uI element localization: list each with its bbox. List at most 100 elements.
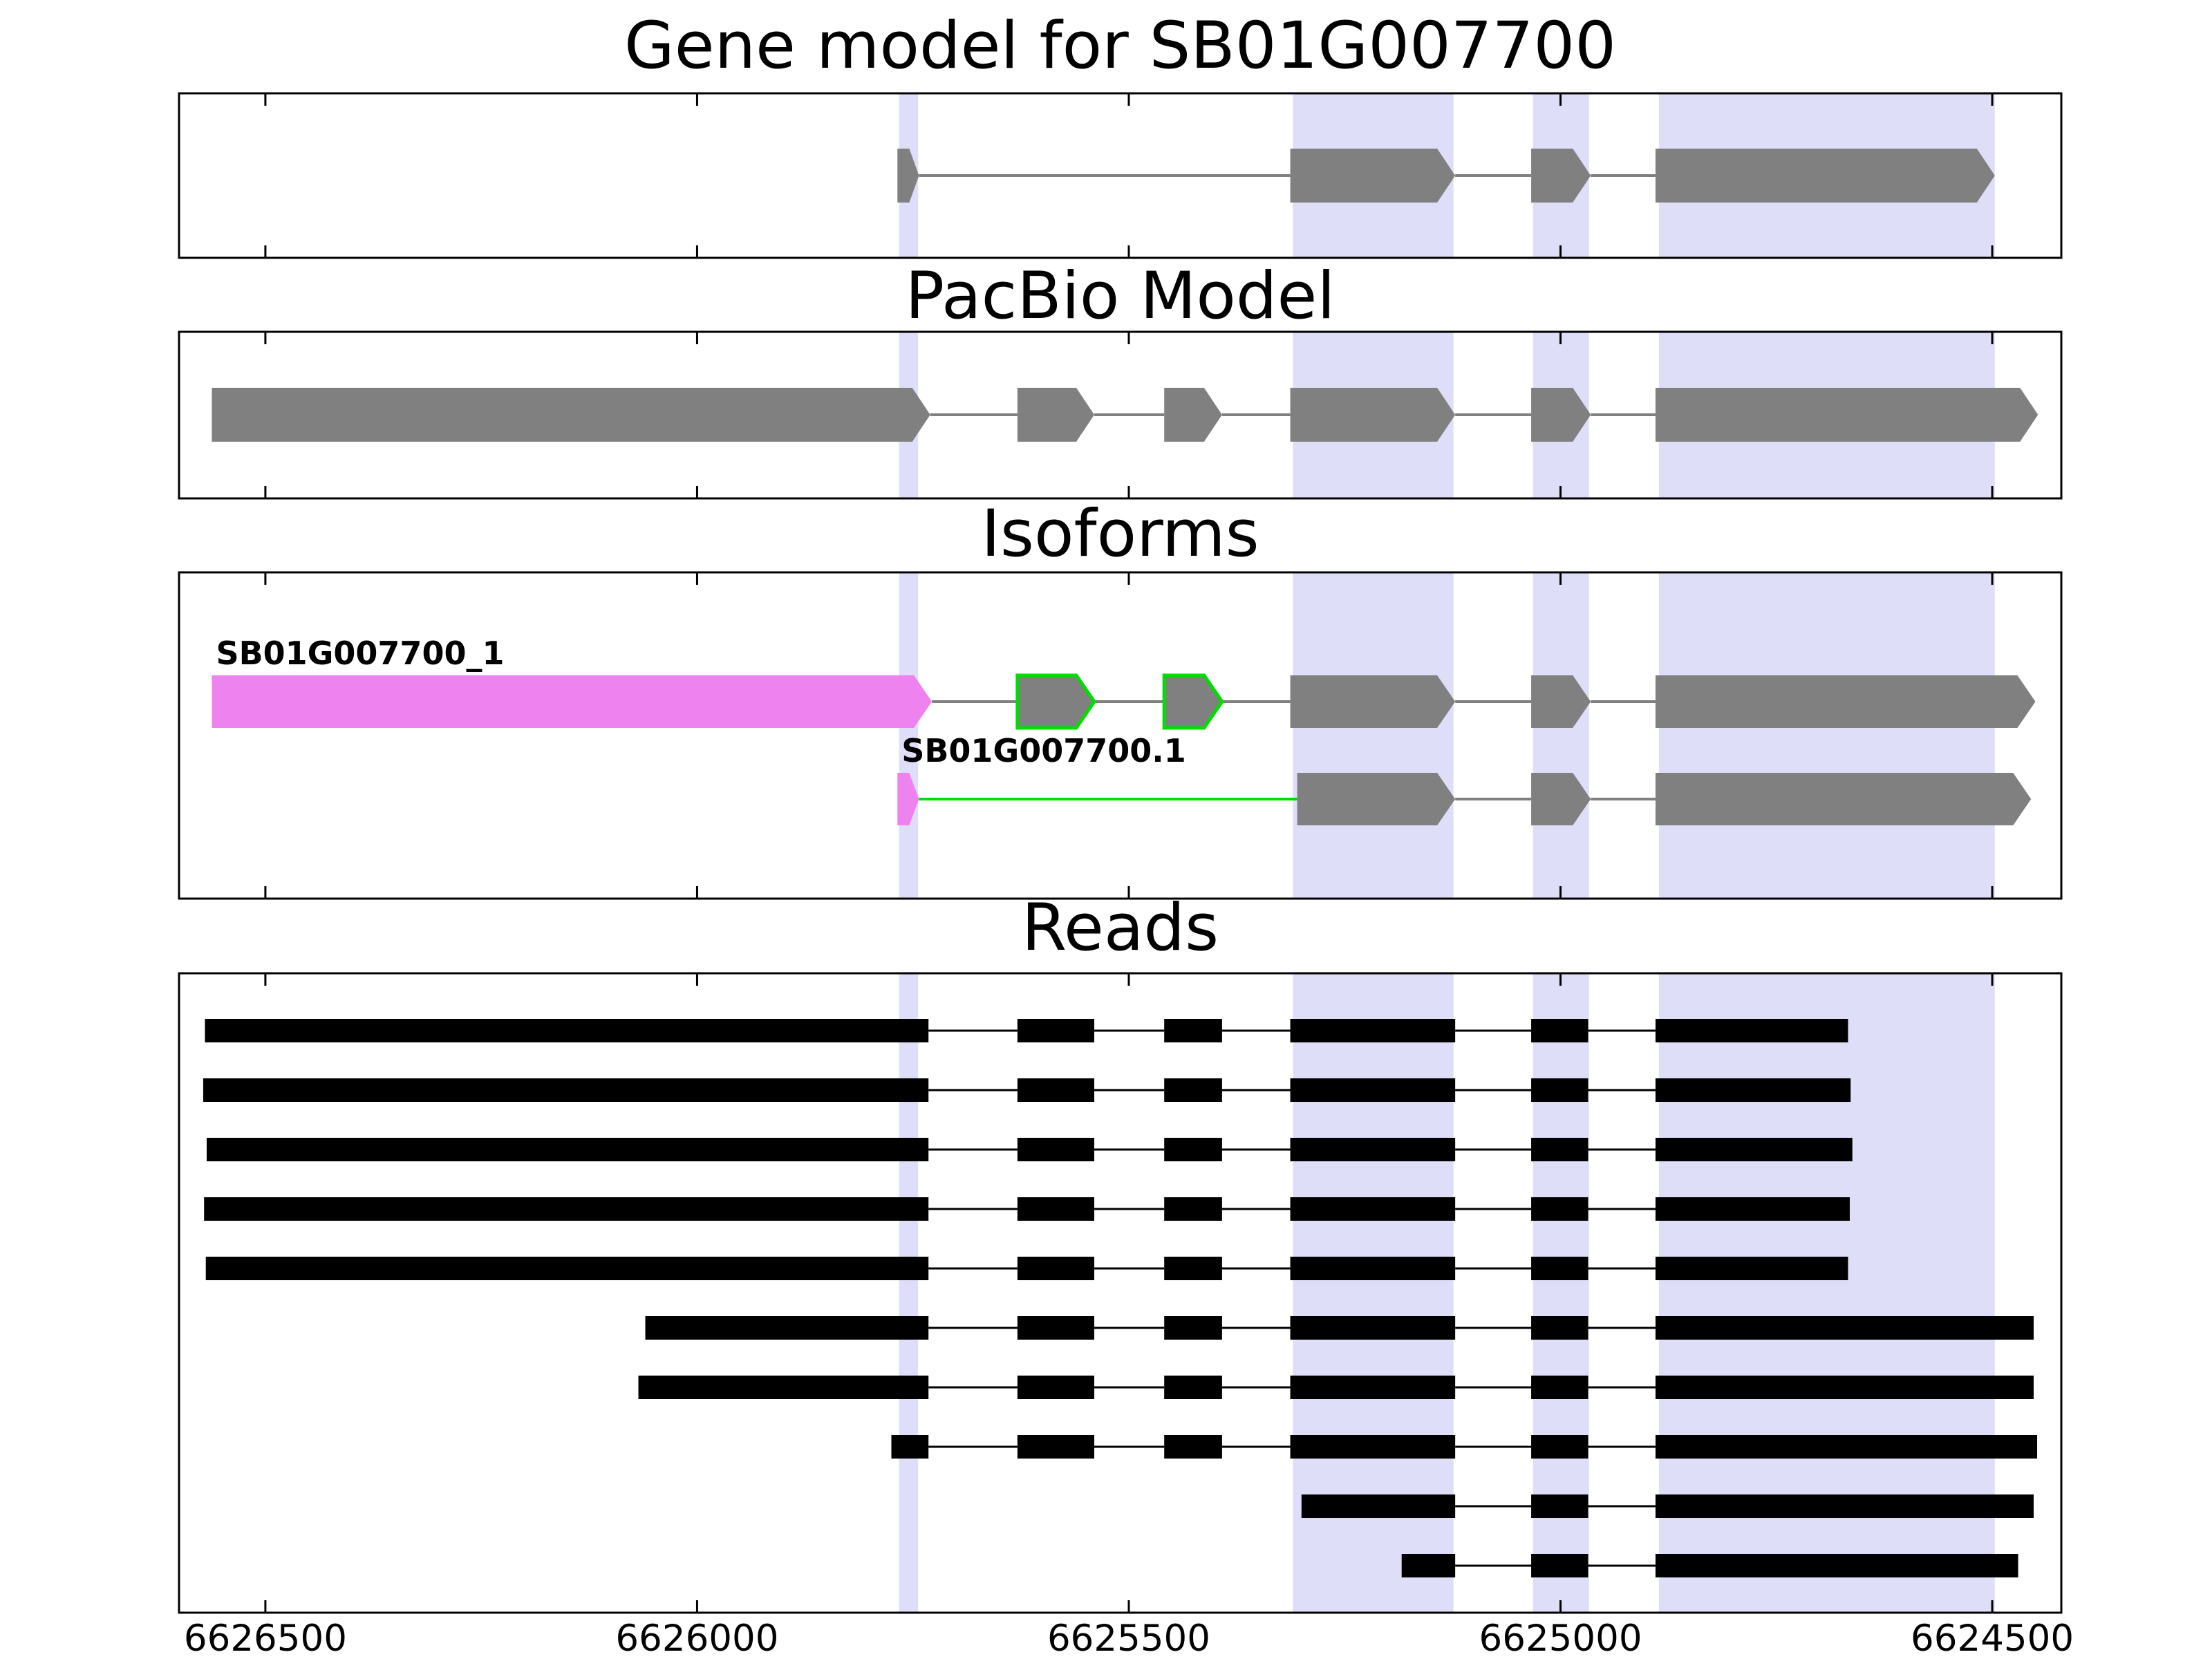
- exon: [897, 149, 919, 203]
- gene-model-title: Gene model for SB01G007700: [624, 8, 1617, 84]
- isoform-label: SB01G007700.1: [901, 732, 1185, 769]
- isoforms-title: Isoforms: [981, 496, 1259, 572]
- panel-border: [178, 972, 2063, 1614]
- read-block: [1017, 1376, 1095, 1399]
- reads-title: Reads: [1021, 890, 1219, 966]
- read-block: [1655, 1257, 1848, 1280]
- read-block: [1655, 1197, 1850, 1221]
- read-block: [1655, 1078, 1851, 1102]
- read-block: [1164, 1138, 1222, 1161]
- exon: [1531, 675, 1591, 728]
- exon: [1015, 673, 1097, 730]
- read-block: [1164, 1435, 1222, 1459]
- x-tick-label: 6625500: [1047, 1618, 1210, 1659]
- read-block: [1531, 1019, 1588, 1042]
- panel-border: [178, 92, 2063, 259]
- read-block: [1531, 1138, 1588, 1161]
- read-block: [1164, 1078, 1222, 1102]
- read-block: [1290, 1316, 1456, 1340]
- panel-isoforms: SB01G007700_1 SB01G007700.1: [178, 571, 2063, 900]
- read-block: [205, 1019, 929, 1042]
- read-block: [1164, 1376, 1222, 1399]
- exon: [1290, 149, 1456, 203]
- read-block: [1017, 1078, 1095, 1102]
- read-block: [1290, 1376, 1456, 1399]
- read-block: [1017, 1019, 1095, 1042]
- exon: [1164, 388, 1222, 442]
- read-block: [1531, 1494, 1588, 1518]
- read-block: [1164, 1197, 1222, 1221]
- read-block: [1017, 1435, 1095, 1459]
- read-block: [1531, 1197, 1588, 1221]
- exon: [1655, 149, 1995, 203]
- read-block: [1655, 1019, 1848, 1042]
- exon: [1655, 675, 2036, 728]
- read-block: [1017, 1316, 1095, 1340]
- read-block: [204, 1197, 929, 1221]
- exon: [1531, 388, 1591, 442]
- read-block: [1531, 1316, 1588, 1340]
- read-block: [1017, 1138, 1095, 1161]
- panel-border: [178, 330, 2063, 500]
- isoform-label: SB01G007700_1: [216, 635, 504, 672]
- read-block: [1531, 1554, 1588, 1577]
- exon: [1290, 388, 1456, 442]
- exon: [1531, 773, 1591, 825]
- exon: [1017, 388, 1095, 442]
- read-block: [1164, 1257, 1222, 1280]
- read-block: [645, 1316, 929, 1340]
- x-tick-label: 6626500: [183, 1618, 347, 1659]
- panel-pacbio-model: [178, 330, 2063, 500]
- highlight-band: [899, 572, 919, 899]
- exon: [897, 773, 919, 825]
- panel-reads: [178, 972, 2063, 1614]
- read-block: [1290, 1019, 1456, 1042]
- read-block: [1017, 1257, 1095, 1280]
- read-block: [891, 1435, 929, 1459]
- panel-gene-model: [178, 92, 2063, 259]
- panel-border: [178, 571, 2063, 900]
- read-block: [1655, 1494, 2034, 1518]
- exon: [1531, 149, 1591, 203]
- exon: [1162, 673, 1224, 730]
- read-block: [1290, 1435, 1456, 1459]
- read-block: [1655, 1435, 2038, 1459]
- read-block: [1401, 1554, 1456, 1577]
- read-block: [1655, 1554, 2018, 1577]
- exon: [212, 675, 932, 728]
- read-block: [206, 1138, 929, 1161]
- read-block: [1655, 1316, 2034, 1340]
- read-block: [1290, 1197, 1456, 1221]
- read-block: [1655, 1376, 2034, 1399]
- x-tick-label: 6624500: [1911, 1618, 2074, 1659]
- pacbio-title: PacBio Model: [905, 259, 1335, 334]
- highlight-band: [1533, 572, 1589, 899]
- read-block: [1290, 1078, 1456, 1102]
- exon: [1297, 773, 1456, 825]
- highlight-band: [1293, 572, 1454, 899]
- exon: [1655, 388, 2038, 442]
- read-block: [1290, 1257, 1456, 1280]
- exon: [1290, 675, 1456, 728]
- x-tick-label: 6625000: [1479, 1618, 1642, 1659]
- read-block: [1164, 1019, 1222, 1042]
- read-block: [1017, 1197, 1095, 1221]
- read-block: [203, 1078, 929, 1102]
- read-block: [1290, 1138, 1456, 1161]
- read-block: [1301, 1494, 1456, 1518]
- read-block: [1531, 1078, 1588, 1102]
- highlight-band: [899, 973, 919, 1613]
- x-tick-label: 6626000: [615, 1618, 779, 1659]
- read-block: [1531, 1257, 1588, 1280]
- highlight-band: [1658, 572, 1995, 899]
- read-block: [1531, 1435, 1588, 1459]
- exon: [1655, 773, 2032, 825]
- read-block: [1164, 1316, 1222, 1340]
- read-block: [1531, 1376, 1588, 1399]
- read-block: [638, 1376, 929, 1399]
- read-block: [205, 1257, 929, 1280]
- exon: [212, 388, 930, 442]
- read-block: [1655, 1138, 1853, 1161]
